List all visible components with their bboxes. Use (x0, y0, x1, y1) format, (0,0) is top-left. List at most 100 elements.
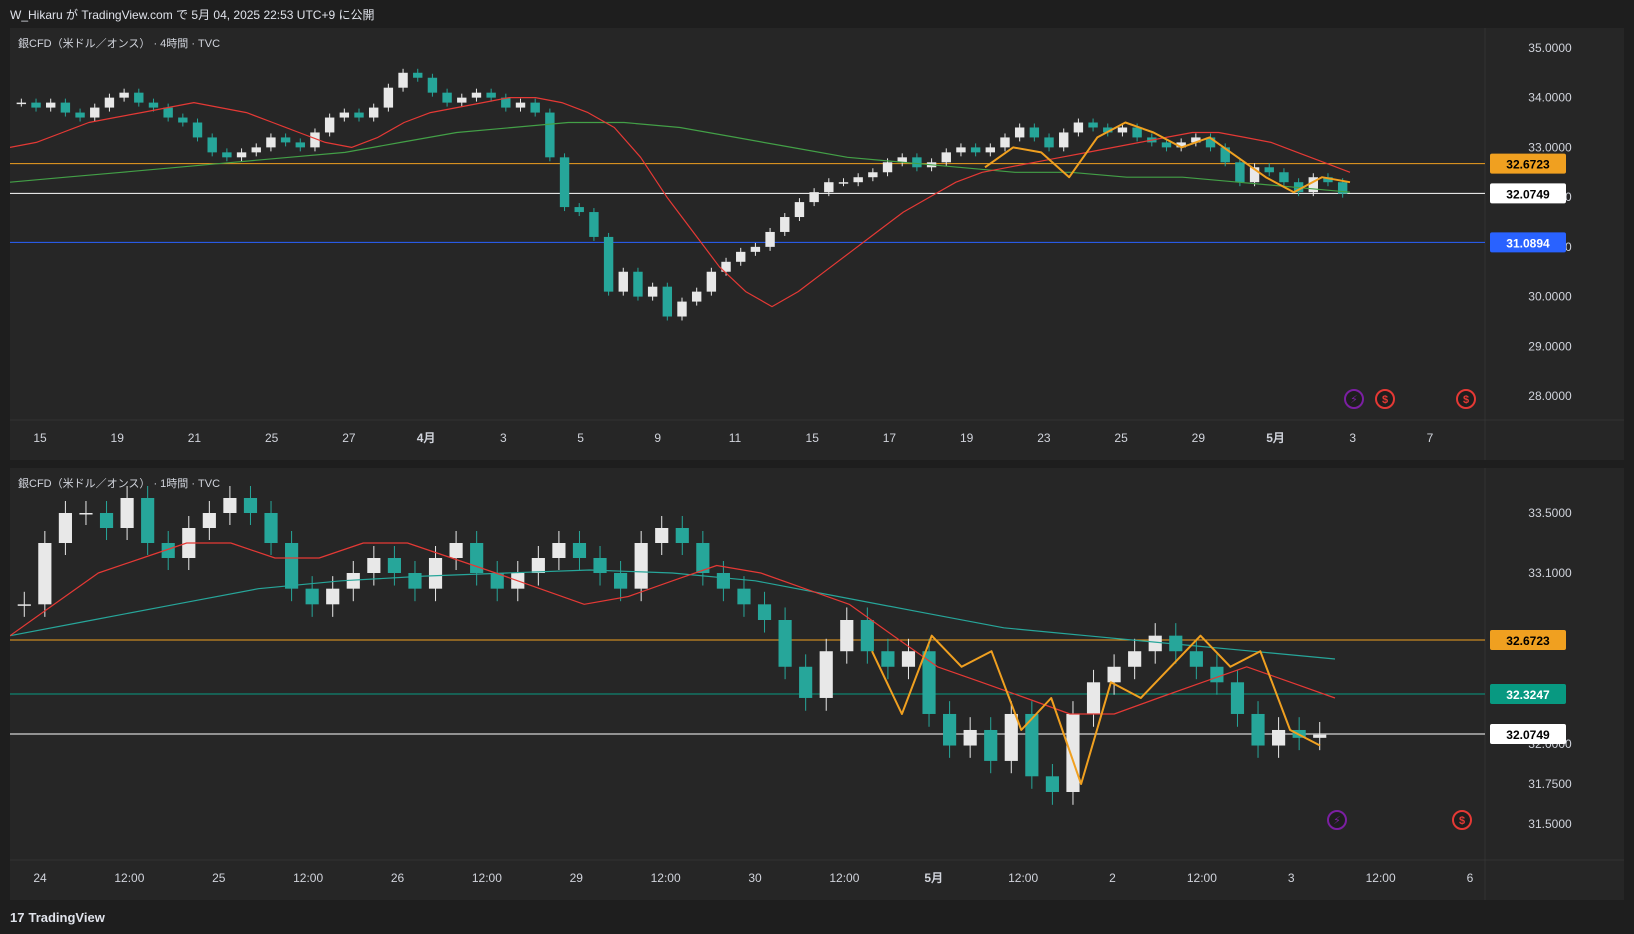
x-tick-label: 24 (33, 871, 47, 885)
candle-body (778, 619, 792, 667)
brand-name: TradingView (28, 910, 105, 925)
candle-body (984, 729, 998, 761)
x-tick-label: 17 (883, 431, 897, 445)
x-tick-label: 26 (391, 871, 405, 885)
candle-body (780, 217, 790, 232)
candle-body (1220, 147, 1230, 163)
candle-body (696, 543, 710, 573)
x-tick-label: 3 (1288, 871, 1295, 885)
candle-body (398, 72, 408, 88)
x-tick-label: 25 (265, 431, 279, 445)
candle-body (427, 77, 438, 93)
candle-body (486, 92, 496, 98)
candle-body (1235, 162, 1245, 183)
candle-body (757, 604, 772, 620)
candle-body (985, 147, 996, 153)
event-glyph-icon: ⚡ (1350, 394, 1358, 406)
candle-body (545, 112, 555, 158)
candle-body (339, 112, 350, 118)
candle-body (970, 147, 981, 153)
candle-body (449, 543, 463, 558)
y-tick-label: 33.0000 (1528, 140, 1572, 154)
candle-body (963, 729, 977, 746)
candle-body (324, 117, 335, 133)
candle-body (750, 246, 761, 252)
candle-body (295, 142, 305, 148)
candle-body (1117, 127, 1128, 133)
price-level-tag (1490, 183, 1566, 204)
candle-body (280, 137, 291, 143)
candle-body (603, 236, 614, 292)
candle-body (305, 588, 319, 605)
candle-body (531, 558, 545, 573)
tradingview-brand[interactable]: 17 TradingView (10, 910, 105, 925)
candle-body (675, 528, 689, 543)
candle-body (574, 207, 584, 213)
candle-body (765, 231, 775, 247)
candle-body (387, 558, 401, 573)
candle-body (428, 558, 443, 589)
candle-body (614, 573, 628, 589)
candle-body (367, 558, 381, 573)
chart-4h-svg[interactable]: 35.000034.000033.000032.000031.000030.00… (10, 28, 1624, 460)
candle-body (31, 102, 41, 108)
x-tick-label: 3 (500, 431, 507, 445)
candle-body (662, 286, 673, 317)
candle-body (1086, 682, 1101, 714)
candle-body (633, 271, 643, 297)
y-tick-label: 34.0000 (1528, 91, 1572, 105)
price-level-label: 32.0749 (1506, 187, 1550, 201)
x-tick-label: 5月 (924, 871, 943, 885)
candle-body (457, 97, 467, 103)
us-flag-event-icon (1452, 810, 1472, 830)
event-glyph-icon: $ (1463, 394, 1469, 406)
x-tick-label: 5 (577, 431, 584, 445)
chart-1h-title: 銀CFD（米ドル／オンス） · 1時間 · TVC (18, 478, 221, 490)
candle-body (251, 147, 261, 153)
x-tick-label: 12:00 (1187, 871, 1217, 885)
candle-body (58, 513, 72, 543)
chart-pane-4h[interactable]: 35.000034.000033.000032.000031.000030.00… (10, 28, 1624, 460)
candle-body (1308, 177, 1318, 193)
candle-body (266, 137, 276, 148)
chart-pane-1h[interactable]: 33.500033.100032.000031.750031.50002412:… (10, 468, 1624, 900)
x-tick-label: 15 (33, 431, 47, 445)
candle-body (593, 558, 607, 573)
candle-body (1323, 177, 1333, 183)
candle-body (38, 543, 52, 605)
x-tick-label: 2 (1109, 871, 1116, 885)
publish-text: W_Hikaru が TradingView.com で 5月 04, 2025… (10, 8, 375, 22)
candle-body (490, 573, 504, 589)
candle-body (1103, 127, 1113, 133)
y-tick-label: 31.5000 (1528, 817, 1572, 831)
candle-body (853, 177, 863, 183)
event-glyph-icon: $ (1382, 394, 1388, 406)
candle-body (1132, 127, 1142, 138)
candle-body (413, 72, 423, 78)
x-tick-label: 19 (111, 431, 125, 445)
x-tick-label: 25 (1114, 431, 1128, 445)
candle-body (90, 107, 100, 118)
candle-body (691, 291, 702, 302)
x-tick-label: 15 (806, 431, 820, 445)
candle-body (1073, 122, 1084, 133)
x-tick-label: 12:00 (1366, 871, 1396, 885)
candle-body (501, 97, 511, 108)
price-level-tag (1490, 153, 1566, 174)
x-tick-label: 25 (212, 871, 226, 885)
candle-body (515, 102, 526, 108)
candle-body (1169, 635, 1183, 652)
candle-body (60, 102, 71, 113)
x-tick-label: 27 (342, 431, 356, 445)
candle-body (16, 102, 27, 105)
us-flag-event-icon (1456, 389, 1476, 409)
y-tick-label: 29.0000 (1528, 339, 1572, 353)
x-tick-label: 12:00 (829, 871, 859, 885)
chart-1h-svg[interactable]: 33.500033.100032.000031.750031.50002412:… (10, 468, 1624, 900)
candle-body (1059, 132, 1069, 148)
candle-body (1161, 142, 1172, 148)
candle-body (559, 157, 570, 208)
ema-long-line (10, 121, 1351, 193)
candle-body (912, 157, 922, 168)
candle-body (572, 543, 587, 558)
